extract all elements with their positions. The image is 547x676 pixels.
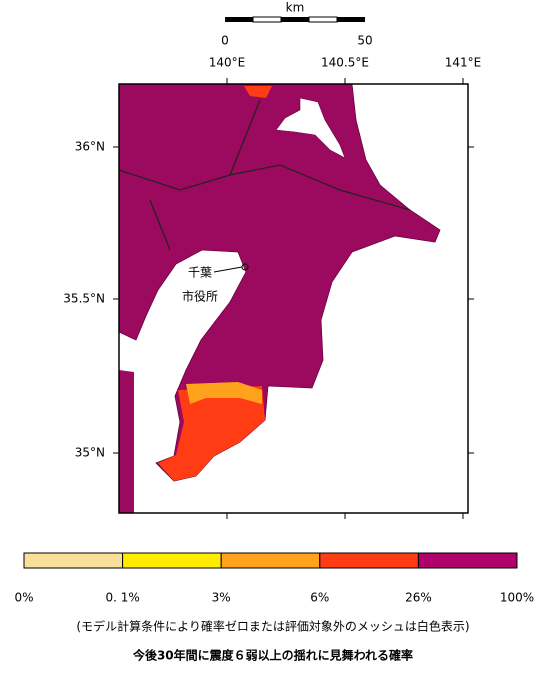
legend-swatch — [122, 552, 222, 569]
mid-zone — [186, 382, 262, 404]
legend-label: 0. 1% — [105, 591, 139, 605]
legend-swatch — [23, 552, 124, 569]
scale-seg — [337, 17, 365, 22]
legend-swatch — [417, 552, 518, 569]
scale-unit: km — [286, 1, 305, 15]
lake — [275, 97, 346, 159]
legend-label: 26% — [405, 591, 432, 605]
leader-line — [213, 266, 243, 273]
place-name: 千葉 — [188, 266, 212, 280]
scale-seg — [281, 17, 309, 22]
x-tick-label: 141°E — [445, 56, 482, 70]
legend-swatch — [319, 552, 419, 569]
y-tick-label: 36°N — [75, 140, 105, 154]
land — [119, 370, 134, 513]
legend-swatch — [220, 552, 321, 569]
scale-seg — [308, 16, 338, 23]
note: (モデル計算条件により確率ゼロまたは評価対象外のメッシュは白色表示) — [76, 619, 469, 634]
y-tick-label: 35°N — [75, 446, 105, 460]
legend-label: 0% — [14, 591, 33, 605]
scale-seg — [252, 16, 282, 23]
high-zone-top — [244, 86, 272, 98]
high-zone — [158, 386, 265, 481]
boundary — [118, 99, 411, 251]
x-tick-label: 140.5°E — [321, 56, 369, 70]
scale-label: 50 — [357, 34, 372, 48]
legend-label: 6% — [310, 591, 329, 605]
scale-seg — [225, 17, 253, 22]
scale-label: 0 — [221, 34, 229, 48]
place-name: 市役所 — [182, 289, 218, 304]
y-tick-label: 35.5°N — [63, 292, 105, 306]
legend-label: 3% — [212, 591, 231, 605]
scale-bar — [225, 16, 365, 23]
title: 今後30年間に震度６弱以上の揺れに見舞われる確率 — [132, 648, 413, 663]
x-tick-label: 140°E — [209, 56, 246, 70]
map — [118, 83, 469, 514]
legend-label: 100% — [500, 591, 534, 605]
